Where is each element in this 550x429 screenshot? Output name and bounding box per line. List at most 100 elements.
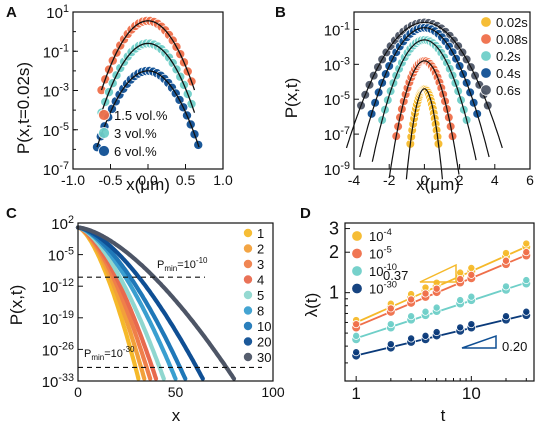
y-tick-label-exp: -7 [59, 160, 69, 172]
pmin-label: Pmin=10-10 [157, 256, 208, 273]
legend-label: 3 vol.% [114, 126, 157, 141]
x-tick-label: 0.0 [138, 172, 158, 188]
pmin-exp: -10 [196, 256, 208, 265]
panel-b-xlabel: x(μm) [416, 175, 460, 194]
panel-d-xlabel: t [441, 406, 446, 425]
panel-a-frame [72, 11, 224, 170]
x-tick-label: 0 [421, 172, 429, 188]
x-tick-label: 0 [74, 384, 82, 400]
legend-label: 4 [257, 273, 264, 288]
data-point-replicate [502, 282, 511, 291]
y-tick-label: 10-7 [324, 125, 350, 144]
legend-marker [242, 305, 253, 316]
legend-label: 0.02s [496, 15, 528, 30]
data-point-replicate [502, 256, 511, 265]
legend-label: 8 [257, 304, 264, 319]
data-point-replicate [522, 248, 531, 257]
legend-marker [351, 265, 363, 277]
y-tick-label: 10-7 [43, 160, 69, 179]
data-point-replicate [467, 320, 476, 329]
legend-marker [242, 274, 253, 285]
data-point-replicate [432, 303, 441, 312]
data-point-replicate [407, 334, 416, 343]
y-tick-label-base: 10 [46, 5, 63, 22]
y-tick-label: 10-3 [324, 55, 350, 74]
y-tick-label: 10-5 [324, 90, 350, 109]
x-tick-label: -1.0 [61, 172, 85, 188]
y-tick-label: 10-26 [42, 340, 74, 359]
panel-b-ticks: 10-110-310-510-710-9-4 -2 0 2 4 6 [324, 20, 534, 188]
y-tick-label-exp: -3 [59, 82, 69, 94]
panel-b-legend: 0.02s 0.08s 0.2s 0.4s 0.6s [480, 15, 528, 98]
legend-marker [242, 336, 253, 347]
fit-curve [371, 39, 477, 162]
legend-label-base: 10 [369, 229, 383, 244]
y-tick-label: 10-19 [42, 309, 74, 328]
legend-label: 20 [257, 335, 271, 350]
data-point-replicate [502, 312, 511, 321]
y-tick-label-base: 10 [42, 374, 59, 391]
y-tick-label: 10-12 [42, 277, 74, 296]
panel-a-ylabel: P(x,t=0.02s) [14, 62, 33, 154]
legend-marker [351, 282, 363, 295]
x-tick-label: 2 [456, 172, 464, 188]
data-point-replicate [352, 320, 361, 329]
legend-label-base: 10 [369, 282, 383, 297]
panel-d-ylabel: λ(t) [302, 293, 321, 318]
fit-line [355, 313, 530, 357]
legend-marker [480, 84, 492, 96]
y-tick-label-base: 10 [42, 311, 59, 328]
pmin-exp: -30 [123, 345, 135, 354]
data-point-replicate [467, 263, 476, 272]
y-tick-label-base: 10 [43, 123, 60, 140]
y-tick-label-exp: 1 [63, 3, 69, 15]
fit-curve [96, 70, 200, 148]
fit-curve [100, 42, 196, 113]
data-point-replicate [467, 292, 476, 301]
data-point-replicate [421, 307, 430, 316]
fit-line [355, 280, 530, 340]
y-tick-label: 10-1 [43, 42, 69, 61]
legend-label-exp: -10 [383, 262, 397, 272]
slope-label-top: 0.37 [383, 268, 408, 283]
y-tick-label-base: 10 [42, 279, 59, 296]
y-tick-label-exp: -5 [340, 90, 350, 102]
pmin-eq: =10 [104, 348, 123, 360]
y-tick-label-exp: -1 [59, 42, 69, 54]
x-tick-label: 10 [462, 384, 481, 403]
panel-c-frame [77, 222, 274, 382]
y-tick-label: 101 [46, 3, 69, 22]
panel-d-data [351, 239, 532, 361]
legend-label: 1 [257, 226, 264, 241]
legend-label: 5 [257, 288, 264, 303]
legend-marker [98, 127, 110, 139]
data-point-replicate [456, 275, 465, 284]
data-point-replicate [386, 304, 395, 313]
panel-c-ylabel: P(x,t) [7, 285, 26, 326]
legend-marker [242, 258, 253, 269]
y-tick-label-exp: -5 [64, 246, 74, 258]
y-tick-label-exp: -26 [58, 340, 74, 352]
legend-label: 6 vol.% [114, 144, 157, 159]
data-point-replicate [421, 289, 430, 298]
legend-marker [480, 16, 492, 28]
panel-d-frame [344, 222, 535, 382]
slope-label-bottom: 0.20 [502, 339, 527, 354]
legend-label-exp: -30 [383, 280, 397, 290]
data-point-replicate [421, 331, 430, 340]
legend-marker [480, 50, 492, 62]
y-tick-label-base: 10 [43, 84, 60, 101]
legend-label: 30 [257, 350, 271, 365]
data-point-replicate [352, 331, 361, 340]
x-tick-label: 4 [491, 172, 499, 188]
legend-marker [242, 227, 253, 238]
legend-label: 10 [257, 319, 271, 334]
y-tick-label: 10-9 [324, 160, 350, 179]
y-tick-label-exp: -1 [340, 20, 350, 32]
data-point-replicate [456, 323, 465, 332]
y-tick-label: 102 [51, 214, 74, 233]
